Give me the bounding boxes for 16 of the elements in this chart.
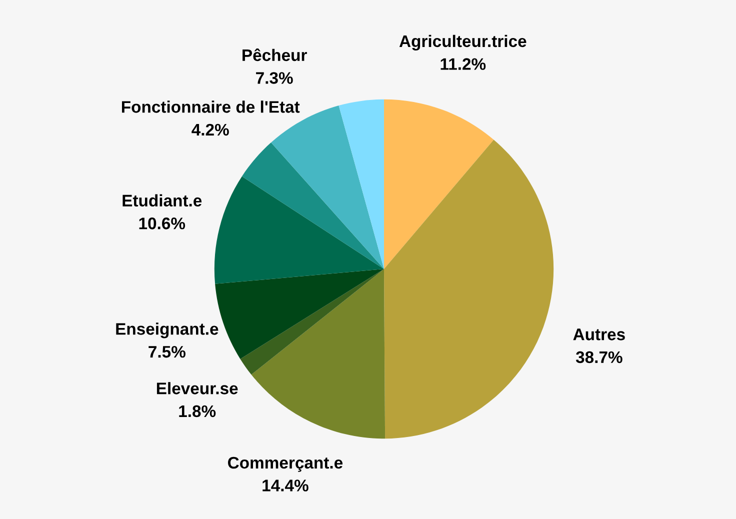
data-label: 1.8% [179, 405, 216, 418]
data-label: 7.3% [256, 72, 293, 84]
slice-label: Fonctionnaire de l'Etat [122, 100, 300, 113]
slice-label: Agriculteur.trice [399, 34, 526, 50]
slice-label: Etudiant.e [122, 194, 202, 207]
data-label: 11.2% [440, 58, 486, 70]
data-label: 10.6% [139, 218, 186, 230]
slice-label: Eleveur.se [156, 382, 238, 394]
data-label: 38.7% [576, 351, 622, 364]
slice-label: Pêcheur [242, 48, 307, 62]
slice-label: Commerçant.e [228, 456, 343, 472]
data-label: 4.2% [192, 124, 229, 136]
data-label: 14.4% [262, 480, 308, 492]
slice-label: Autres [573, 328, 625, 340]
data-label: 7.5% [148, 346, 186, 358]
slice-label: Enseignant.e [116, 322, 218, 338]
